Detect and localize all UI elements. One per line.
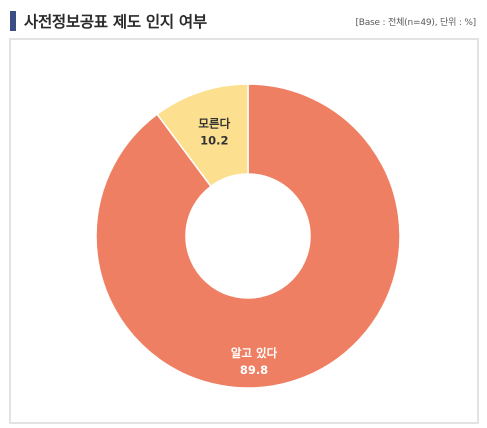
slice-label-1: 모른다 <box>198 116 230 130</box>
chart-frame: 알고 있다 89.8 모른다 10.2 <box>9 38 479 424</box>
donut-slice-1 <box>156 83 249 188</box>
slice-value-1: 10.2 <box>200 133 228 147</box>
slice-label-0: 알고 있다 <box>231 346 278 360</box>
base-unit-note: [Base : 전체(n=49), 단위 : %] <box>355 18 476 28</box>
chart-header: 사전정보공표 제도 인지 여부 [Base : 전체(n=49), 단위 : %… <box>10 6 482 36</box>
title-accent-bar <box>10 11 16 31</box>
slice-value-0: 89.8 <box>240 363 268 377</box>
donut-slice-0 <box>95 83 401 389</box>
chart-title: 사전정보공표 제도 인지 여부 <box>24 13 207 31</box>
donut-chart: 알고 있다 89.8 모른다 10.2 <box>95 83 401 389</box>
